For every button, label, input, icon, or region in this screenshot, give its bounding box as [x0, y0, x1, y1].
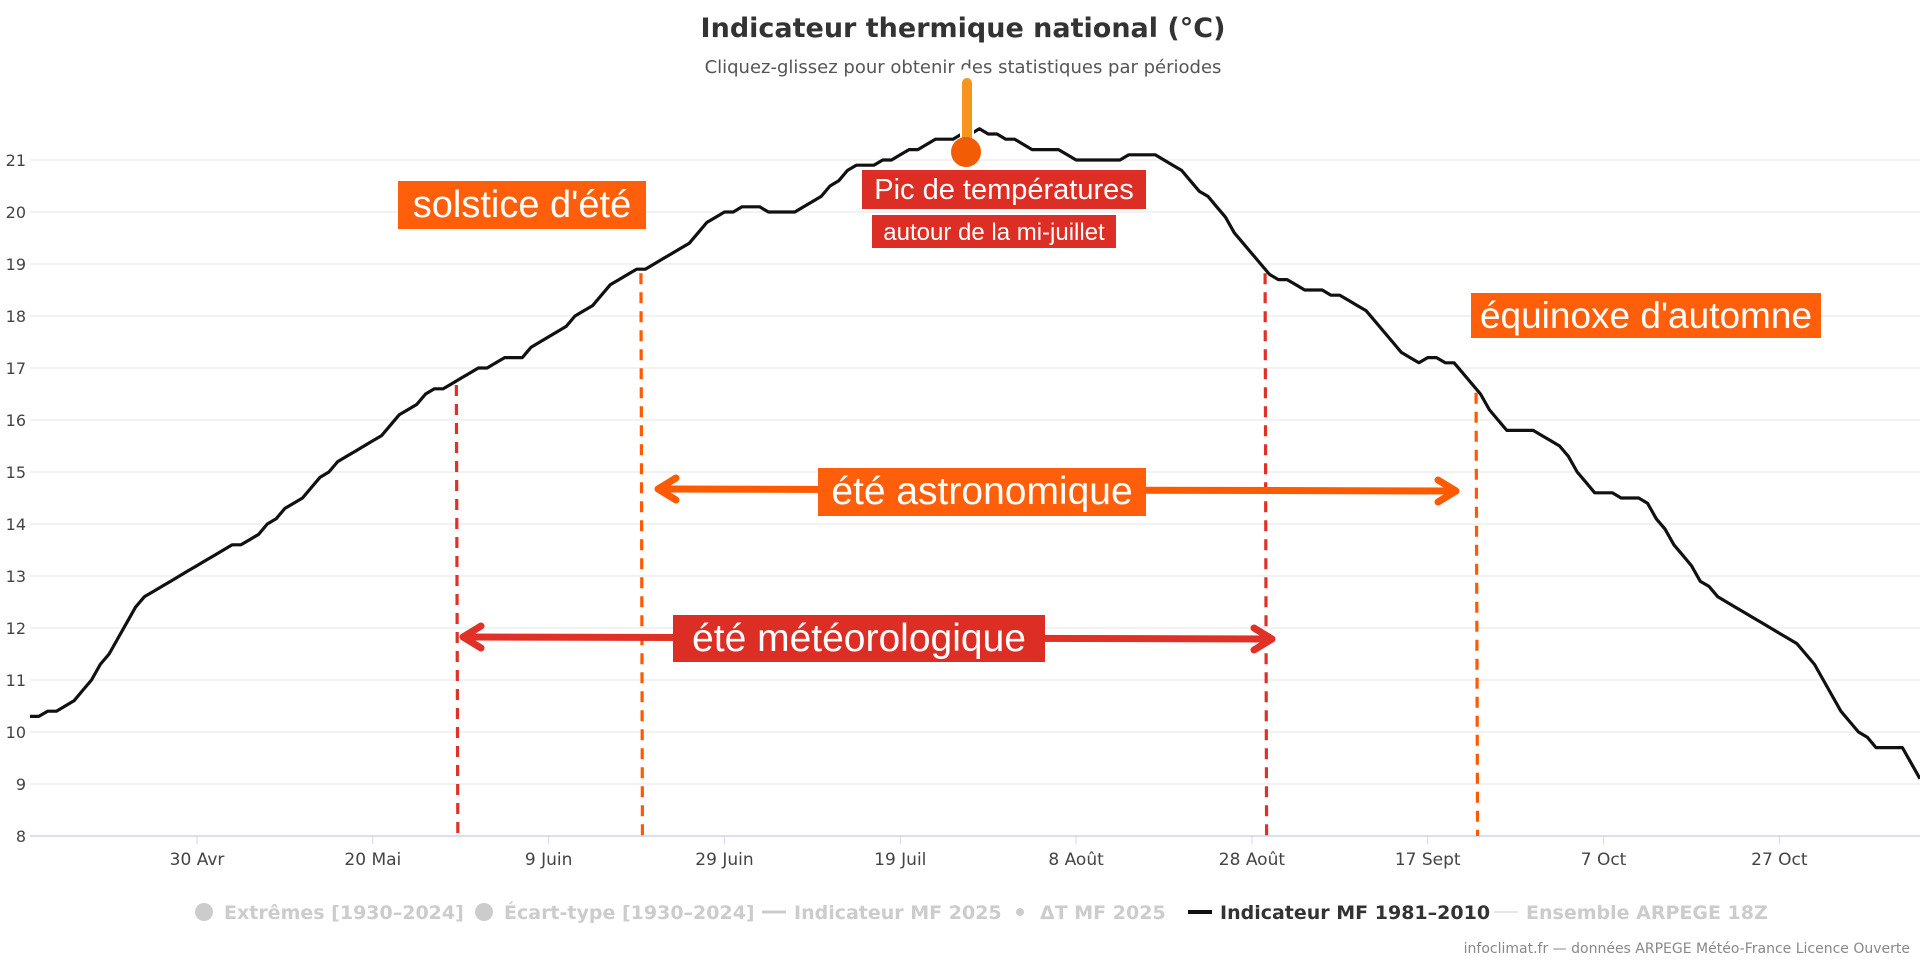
thermometer-icon — [951, 68, 981, 167]
legend-label-indicateur-1981-2010: Indicateur MF 1981–2010 — [1220, 902, 1490, 924]
legend-item-extremes[interactable]: Extrêmes [1930–2024] — [195, 902, 464, 924]
x-tick-label: 17 Sept — [1395, 850, 1461, 870]
x-tick-label: 28 Août — [1219, 850, 1286, 870]
marker-solstice — [639, 273, 645, 837]
equinox-label-text: équinoxe d'automne — [1480, 295, 1812, 336]
y-tick-label: 21 — [6, 151, 26, 170]
peak-annotation-line1: Pic de températures — [874, 174, 1134, 206]
x-tick-label: 8 Août — [1048, 850, 1104, 870]
vertical-markers — [454, 273, 1480, 837]
astro-summer-label: été astronomique — [831, 470, 1132, 513]
x-tick-label: 9 Juin — [525, 850, 573, 870]
y-tick-label: 19 — [6, 255, 26, 274]
x-tick-label: 29 Juin — [695, 850, 753, 870]
marker-equinoxe — [1474, 392, 1480, 837]
legend-label-extremes: Extrêmes [1930–2024] — [224, 902, 464, 924]
chart-subtitle: Cliquez-glissez pour obtenir des statist… — [705, 57, 1222, 78]
meteo-summer-label: été météorologique — [692, 617, 1026, 660]
x-tick-label: 20 Mai — [344, 850, 401, 870]
solstice-label-text: solstice d'été — [413, 184, 631, 226]
y-tick-label: 14 — [6, 515, 26, 534]
series-line-mf-1981-2010[interactable] — [30, 127, 1920, 780]
legend-item-delta-t[interactable]: ΔT MF 2025 — [1016, 902, 1166, 924]
legend-item-indicateur-2025[interactable]: Indicateur MF 2025 — [762, 902, 1002, 924]
y-tick-label: 16 — [6, 411, 26, 430]
meteo-summer-arrow: été météorologique — [459, 615, 1276, 662]
x-tick-label: 27 Oct — [1751, 850, 1808, 870]
marker-fin-ete-meteo — [1263, 273, 1269, 837]
credits[interactable]: infoclimat.fr — données ARPEGE Météo-Fra… — [1464, 941, 1910, 957]
legend-item-ecart-type[interactable]: Écart-type [1930–2024] — [475, 901, 755, 924]
legend-label-ecart-type: Écart-type [1930–2024] — [504, 901, 755, 924]
legend-label-ensemble-arpege: Ensemble ARPEGE 18Z — [1526, 902, 1768, 924]
chart-title: Indicateur thermique national (°C) — [701, 13, 1226, 44]
peak-annotation-line2: autour de la mi-juillet — [883, 219, 1105, 246]
y-tick-label: 10 — [6, 723, 26, 742]
x-tick-label: 7 Oct — [1581, 850, 1627, 870]
y-tick-label: 8 — [16, 827, 26, 846]
x-axis-ticks: 30 Avr 20 Mai 9 Juin 29 Juin 19 Juil 8 Août 28… — [170, 836, 1808, 870]
y-tick-label: 12 — [6, 619, 26, 638]
y-axis-ticks: 8 9 10 11 12 13 14 15 16 17 18 19 20 21 — [6, 151, 26, 846]
y-tick-label: 18 — [6, 307, 26, 326]
legend: Extrêmes [1930–2024] Écart-type [1930–20… — [195, 901, 1768, 924]
legend-label-indicateur-2025: Indicateur MF 2025 — [794, 902, 1002, 924]
y-tick-label: 13 — [6, 567, 26, 586]
x-tick-label: 30 Avr — [170, 850, 225, 870]
legend-item-ensemble-arpege[interactable]: Ensemble ARPEGE 18Z — [1494, 902, 1768, 924]
y-tick-label: 17 — [6, 359, 26, 378]
y-tick-label: 9 — [16, 775, 26, 794]
legend-item-indicateur-1981-2010[interactable]: Indicateur MF 1981–2010 — [1188, 902, 1490, 924]
peak-annotation: Pic de températures autour de la mi-juil… — [862, 170, 1146, 248]
y-tick-label: 20 — [6, 203, 26, 222]
solstice-label: solstice d'été — [398, 181, 646, 229]
astro-summer-arrow: été astronomique — [654, 468, 1460, 516]
marker-debut-ete-meteo — [454, 384, 460, 837]
y-tick-label: 15 — [6, 463, 26, 482]
equinox-label: équinoxe d'automne — [1471, 293, 1821, 338]
x-tick-label: 19 Juil — [874, 850, 926, 870]
legend-label-delta-t: ΔT MF 2025 — [1040, 902, 1166, 924]
y-tick-label: 11 — [6, 671, 26, 690]
